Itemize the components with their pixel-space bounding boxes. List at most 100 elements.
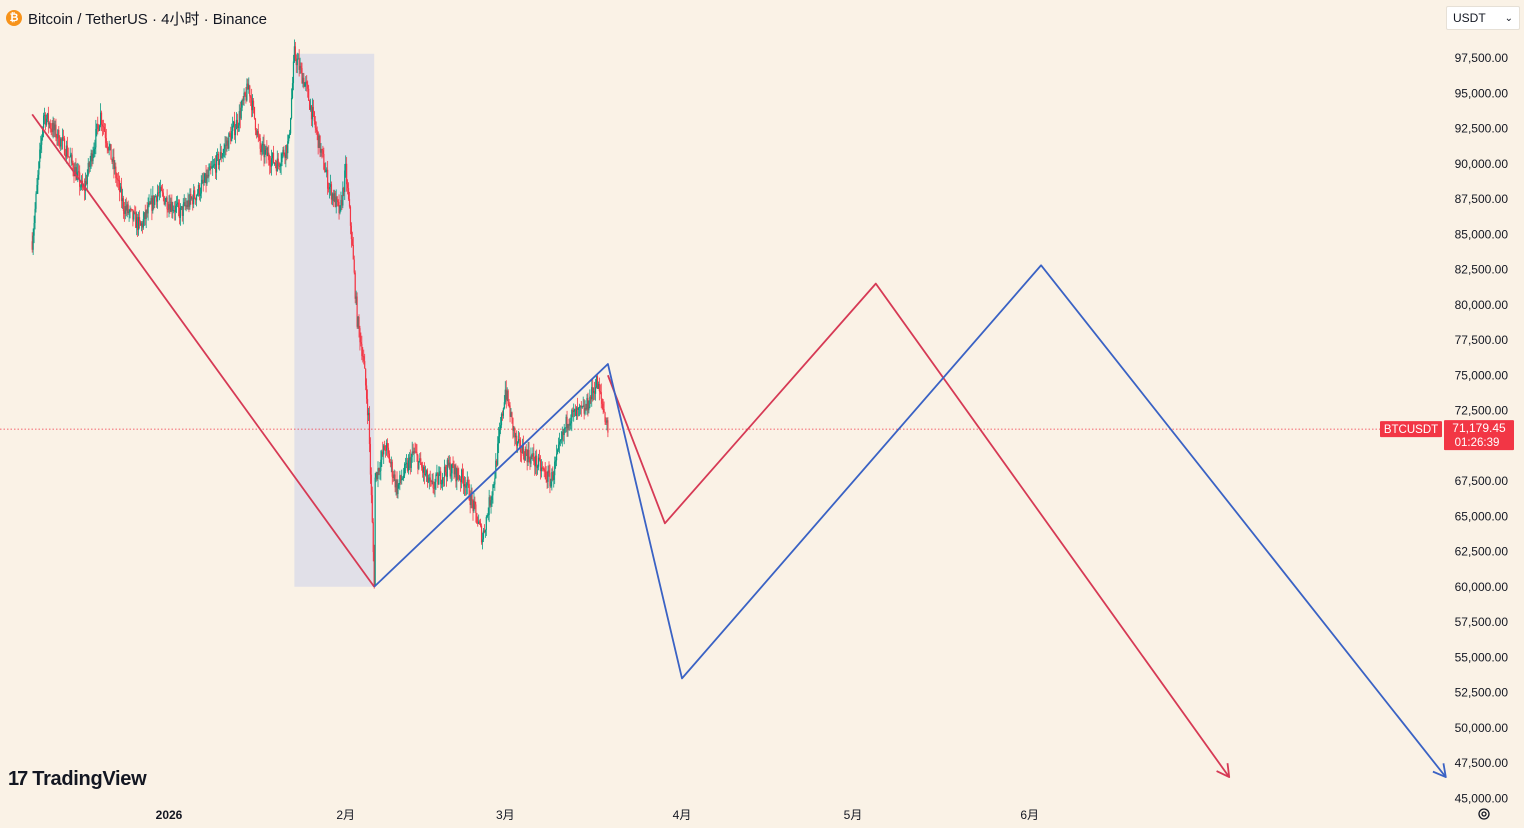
- candle-body: [607, 420, 609, 433]
- y-tick-label: 82,500.00: [1455, 263, 1509, 277]
- y-tick-label: 60,000.00: [1455, 580, 1509, 594]
- candle-body: [412, 451, 414, 454]
- candle-body: [102, 126, 105, 128]
- candle-body: [344, 170, 346, 192]
- candle-body: [159, 186, 162, 192]
- candle-body: [204, 173, 206, 182]
- candle-body: [34, 208, 36, 224]
- candle-body: [362, 355, 364, 357]
- candle-body: [387, 447, 390, 454]
- candle-body: [86, 174, 88, 185]
- candle-body: [444, 466, 447, 473]
- price-tag-symbol-bg: [1380, 421, 1442, 438]
- candle-body: [379, 470, 381, 472]
- projection-arrowhead: [1432, 763, 1447, 778]
- candle-body: [338, 202, 340, 214]
- candle-body: [55, 124, 57, 138]
- candle-body: [276, 158, 278, 172]
- y-tick-label: 77,500.00: [1455, 333, 1509, 347]
- currency-select[interactable]: USDT ⌄: [1446, 6, 1520, 30]
- candle-body: [484, 529, 486, 533]
- candle-body: [65, 145, 67, 157]
- candle-body: [101, 124, 104, 127]
- candle-body: [567, 424, 569, 429]
- candle-body: [577, 408, 580, 410]
- candle-body: [603, 409, 605, 413]
- candle-body: [197, 185, 200, 194]
- candle-body: [513, 428, 515, 431]
- candle-body: [111, 159, 113, 162]
- candle-body: [339, 205, 341, 214]
- settings-icon[interactable]: [1476, 807, 1492, 823]
- candle-body: [499, 425, 502, 430]
- candle-body: [395, 480, 397, 488]
- candle-body: [358, 317, 360, 329]
- candle-body: [382, 451, 384, 455]
- candle-body: [239, 111, 241, 119]
- candle-body: [404, 463, 407, 465]
- candle-body: [430, 481, 432, 482]
- candle-body: [259, 138, 261, 149]
- candle-body: [514, 428, 516, 438]
- candle-body: [299, 65, 301, 70]
- candle-body: [115, 166, 117, 179]
- candle-body: [518, 439, 521, 441]
- candle-body: [63, 138, 66, 155]
- candle-body: [475, 504, 477, 514]
- candle-body: [471, 493, 473, 501]
- candle-body: [378, 468, 380, 472]
- candle-body: [270, 165, 272, 167]
- candle-body: [168, 204, 170, 210]
- candle-body: [226, 140, 228, 146]
- symbol-title[interactable]: Bitcoin / TetherUS · 4小时 · Binance: [28, 10, 267, 28]
- candle-body: [576, 407, 579, 410]
- candle-body: [64, 154, 67, 157]
- candle-body: [480, 523, 482, 526]
- candle-body: [416, 452, 418, 456]
- candle-body: [441, 483, 443, 485]
- candle-body: [187, 200, 189, 207]
- candle-body: [406, 462, 409, 471]
- candle-body: [314, 121, 316, 128]
- candle-body: [337, 200, 339, 203]
- candle-body: [263, 143, 265, 158]
- candle-body: [198, 185, 200, 197]
- candle-body: [473, 501, 475, 512]
- candle-body: [486, 515, 488, 518]
- candle-body: [201, 179, 203, 183]
- candle-body: [255, 130, 257, 135]
- candle-body: [403, 475, 405, 479]
- candle-body: [279, 166, 281, 167]
- tradingview-logo[interactable]: 17 TradingView: [8, 768, 147, 791]
- candle-body: [463, 483, 466, 487]
- candle-body: [527, 449, 529, 463]
- candle-body: [506, 390, 508, 400]
- candle-body: [459, 478, 461, 480]
- candle-body: [537, 466, 539, 468]
- candle-body: [59, 145, 61, 147]
- candle-body: [428, 477, 430, 482]
- candle-body: [274, 162, 276, 165]
- candle-body: [355, 296, 357, 299]
- candle-body: [43, 114, 46, 116]
- x-tick-label: 3月: [496, 808, 515, 822]
- candle-body: [481, 539, 484, 543]
- candle-body: [298, 58, 300, 70]
- candle-body: [418, 460, 420, 469]
- y-tick-label: 72,500.00: [1455, 404, 1509, 418]
- candle-body: [457, 468, 459, 476]
- candle-body: [542, 467, 544, 469]
- candle-body: [565, 416, 567, 428]
- candle-body: [329, 184, 332, 187]
- candle-body: [438, 475, 440, 485]
- candle-body: [97, 123, 99, 126]
- candle-body: [223, 148, 225, 154]
- candle-body: [524, 449, 526, 461]
- candle-body: [517, 441, 519, 446]
- y-tick-label: 85,000.00: [1455, 227, 1509, 241]
- candle-body: [193, 190, 195, 205]
- candle-body: [312, 107, 314, 112]
- candle-body: [251, 97, 253, 111]
- candle-body: [130, 208, 132, 210]
